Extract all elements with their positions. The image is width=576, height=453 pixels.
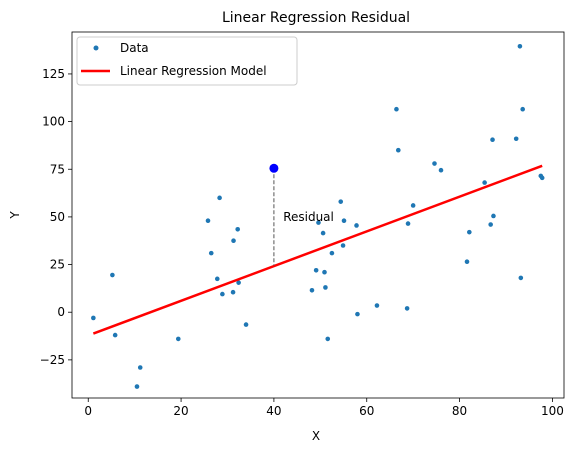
legend-label-regression: Linear Regression Model xyxy=(120,64,267,78)
data-point xyxy=(464,259,470,265)
data-point xyxy=(432,161,437,166)
legend-marker-data xyxy=(93,45,99,51)
data-point xyxy=(214,276,220,282)
data-point xyxy=(236,280,241,285)
data-point xyxy=(205,218,211,224)
data-point xyxy=(405,221,411,226)
data-point xyxy=(341,218,347,224)
data-point xyxy=(488,222,493,227)
x-axis-label: X xyxy=(312,429,320,443)
y-tick-label: 50 xyxy=(50,210,65,224)
y-tick-label: 25 xyxy=(50,258,65,272)
data-point xyxy=(112,332,118,338)
data-point xyxy=(482,180,487,185)
data-point xyxy=(137,365,143,370)
data-point xyxy=(438,167,444,173)
data-point xyxy=(309,287,315,293)
data-point xyxy=(467,229,472,235)
y-tick-label: 75 xyxy=(50,162,65,176)
data-point xyxy=(217,195,222,201)
x-tick-label: 60 xyxy=(359,404,374,418)
legend: Data Linear Regression Model xyxy=(76,36,298,86)
data-point xyxy=(395,147,401,153)
data-point xyxy=(491,213,496,219)
data-point xyxy=(175,336,181,342)
data-point xyxy=(208,250,214,256)
regression-line xyxy=(92,164,543,335)
data-point xyxy=(520,106,525,112)
y-axis-label: Y xyxy=(8,211,22,220)
y-tick-label: 125 xyxy=(42,67,65,81)
data-point xyxy=(235,226,241,232)
data-point xyxy=(394,106,399,112)
data-point xyxy=(230,289,236,295)
data-point xyxy=(354,223,359,228)
legend-frame xyxy=(76,36,298,86)
data-point xyxy=(518,275,524,281)
legend-label-data: Data xyxy=(120,41,149,55)
y-tick-label: 100 xyxy=(42,115,65,129)
data-point xyxy=(220,291,225,297)
data-point xyxy=(325,336,331,342)
data-point xyxy=(517,43,523,49)
plot-area: Residual xyxy=(71,31,565,399)
y-tick-label: 0 xyxy=(57,305,65,319)
chart-title: Linear Regression Residual xyxy=(222,10,410,26)
highlighted-point xyxy=(269,163,279,173)
data-point xyxy=(134,384,140,389)
data-point xyxy=(110,272,115,278)
data-point xyxy=(410,203,416,208)
data-point xyxy=(313,267,319,273)
axes-frame xyxy=(71,31,565,399)
data-point xyxy=(323,285,328,290)
data-point xyxy=(322,269,327,275)
series-layer xyxy=(91,43,545,389)
data-point xyxy=(231,238,236,244)
y-tick-label: −25 xyxy=(40,353,65,367)
data-point xyxy=(513,136,519,142)
x-tick-label: 0 xyxy=(84,404,92,418)
x-axis: 0 20 40 60 80 100 xyxy=(84,398,564,418)
data-point xyxy=(404,306,410,311)
residual-label: Residual xyxy=(283,210,334,224)
data-point xyxy=(329,250,335,256)
data-point xyxy=(338,199,344,204)
x-tick-label: 40 xyxy=(266,404,281,418)
data-point xyxy=(374,303,380,308)
data-point xyxy=(316,220,321,225)
x-tick-label: 20 xyxy=(173,404,188,418)
data-point xyxy=(91,315,96,321)
data-point xyxy=(340,243,346,248)
data-point xyxy=(490,137,495,143)
data-point xyxy=(243,322,249,327)
x-tick-label: 80 xyxy=(452,404,467,418)
y-axis: −25 0 25 50 75 100 125 xyxy=(40,67,72,367)
x-tick-label: 100 xyxy=(541,404,564,418)
data-point xyxy=(539,175,545,181)
data-point xyxy=(355,311,360,317)
data-point xyxy=(320,230,326,236)
annotation-layer: Residual xyxy=(269,163,334,266)
